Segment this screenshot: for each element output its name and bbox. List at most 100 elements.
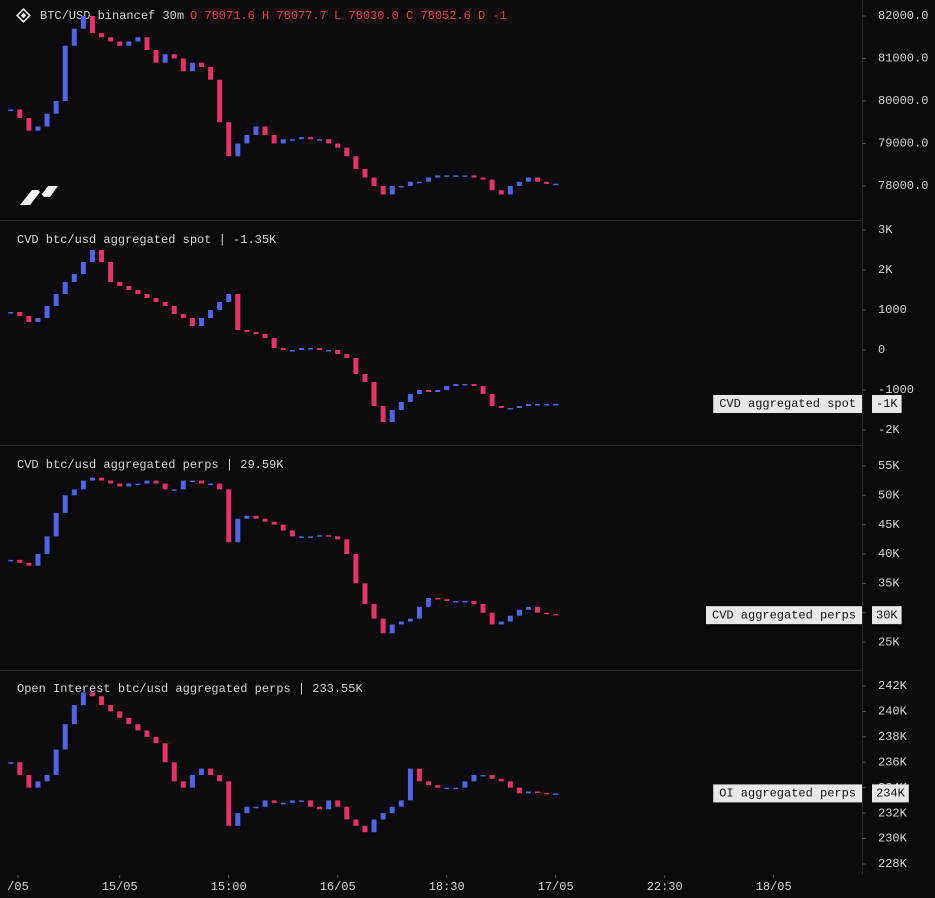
- candle: [535, 606, 541, 613]
- candle: [344, 806, 350, 820]
- y-tick-label: 1000: [878, 303, 907, 317]
- y-tick-label: 238K: [878, 730, 908, 744]
- candle: [280, 348, 286, 350]
- candle: [326, 350, 332, 352]
- candle: [135, 37, 141, 42]
- candle: [298, 348, 304, 350]
- candle: [335, 350, 341, 354]
- candle: [280, 524, 286, 531]
- candle: [353, 554, 359, 584]
- candle: [262, 334, 268, 338]
- candle: [208, 310, 214, 318]
- candle: [489, 179, 495, 191]
- candle: [262, 518, 268, 522]
- candle: [162, 743, 168, 763]
- candle: [416, 606, 422, 619]
- candle: [326, 139, 332, 144]
- candle: [253, 332, 259, 334]
- tag-name: OI aggregated perps: [719, 787, 856, 801]
- candle: [26, 117, 32, 131]
- candle: [489, 612, 495, 625]
- y-tick-label: -2K: [878, 423, 900, 437]
- pane-title: CVD btc/usd aggregated spot | -1.35K: [17, 233, 277, 247]
- candle: [553, 183, 559, 186]
- candle: [80, 480, 86, 490]
- candle: [553, 613, 559, 616]
- pane-title: Open Interest btc/usd aggregated perps |…: [17, 682, 363, 696]
- candle: [171, 306, 177, 314]
- candle: [298, 800, 304, 802]
- y-tick-label: 25K: [878, 635, 900, 649]
- candle: [371, 177, 377, 186]
- candle: [407, 394, 413, 402]
- candle: [444, 386, 450, 390]
- candle: [180, 314, 186, 318]
- tag-value: 30K: [876, 608, 898, 622]
- y-tick-label: 40K: [878, 547, 900, 561]
- candle: [253, 126, 259, 135]
- candle: [389, 624, 395, 634]
- candle: [62, 45, 68, 101]
- candle: [153, 736, 159, 744]
- candle: [80, 15, 86, 29]
- candle: [198, 768, 204, 775]
- candle: [307, 137, 313, 140]
- candle: [8, 762, 14, 764]
- y-tick-label: 79000.0: [878, 137, 928, 151]
- candle: [171, 489, 177, 491]
- x-tick-label: 16/05: [320, 880, 356, 894]
- candle: [480, 177, 486, 180]
- candle: [108, 37, 114, 42]
- y-tick-label: 236K: [878, 755, 908, 769]
- candle: [398, 621, 404, 625]
- y-tick-label: 78000.0: [878, 179, 928, 193]
- candle: [208, 768, 214, 775]
- candle: [298, 536, 304, 538]
- candle: [525, 404, 531, 406]
- y-tick-label: 240K: [878, 705, 908, 719]
- candle: [435, 598, 441, 600]
- candle: [189, 62, 195, 72]
- candle: [435, 390, 441, 392]
- candle: [371, 603, 377, 619]
- y-tick-label: 3K: [878, 223, 893, 237]
- candle: [153, 480, 159, 484]
- tag-value-box: [872, 606, 902, 625]
- candle: [126, 483, 132, 487]
- candle: [462, 600, 468, 603]
- candle: [516, 406, 522, 408]
- x-tick-label: /05: [7, 880, 29, 894]
- candle: [162, 302, 168, 306]
- candle: [108, 480, 114, 484]
- candle: [525, 791, 531, 794]
- y-tick-label: -1000: [878, 383, 914, 397]
- candle: [471, 175, 477, 178]
- y-tick-label: 230K: [878, 832, 908, 846]
- candle: [398, 185, 404, 188]
- candle: [80, 262, 86, 274]
- candle: [535, 404, 541, 406]
- candle: [26, 562, 32, 566]
- x-tick-label: 18/05: [756, 880, 792, 894]
- candle: [489, 774, 495, 779]
- ohlc-legend: O 78071.6 H 78077.7 L 78030.0 C 78052.6 …: [190, 9, 507, 23]
- candle: [371, 819, 377, 833]
- candle: [244, 515, 250, 519]
- candle: [317, 535, 323, 537]
- candle: [44, 113, 50, 127]
- candle: [462, 175, 468, 177]
- candle: [544, 404, 550, 406]
- candle: [525, 606, 531, 610]
- candle: [226, 294, 232, 302]
- candle: [226, 122, 232, 157]
- candle: [353, 358, 359, 374]
- candle: [17, 559, 23, 563]
- candle: [35, 126, 41, 131]
- candle: [99, 32, 105, 38]
- candle: [17, 762, 23, 775]
- candle: [435, 785, 441, 788]
- candle: [271, 800, 277, 803]
- candle: [162, 54, 168, 63]
- candle: [44, 536, 50, 555]
- candle: [26, 774, 32, 788]
